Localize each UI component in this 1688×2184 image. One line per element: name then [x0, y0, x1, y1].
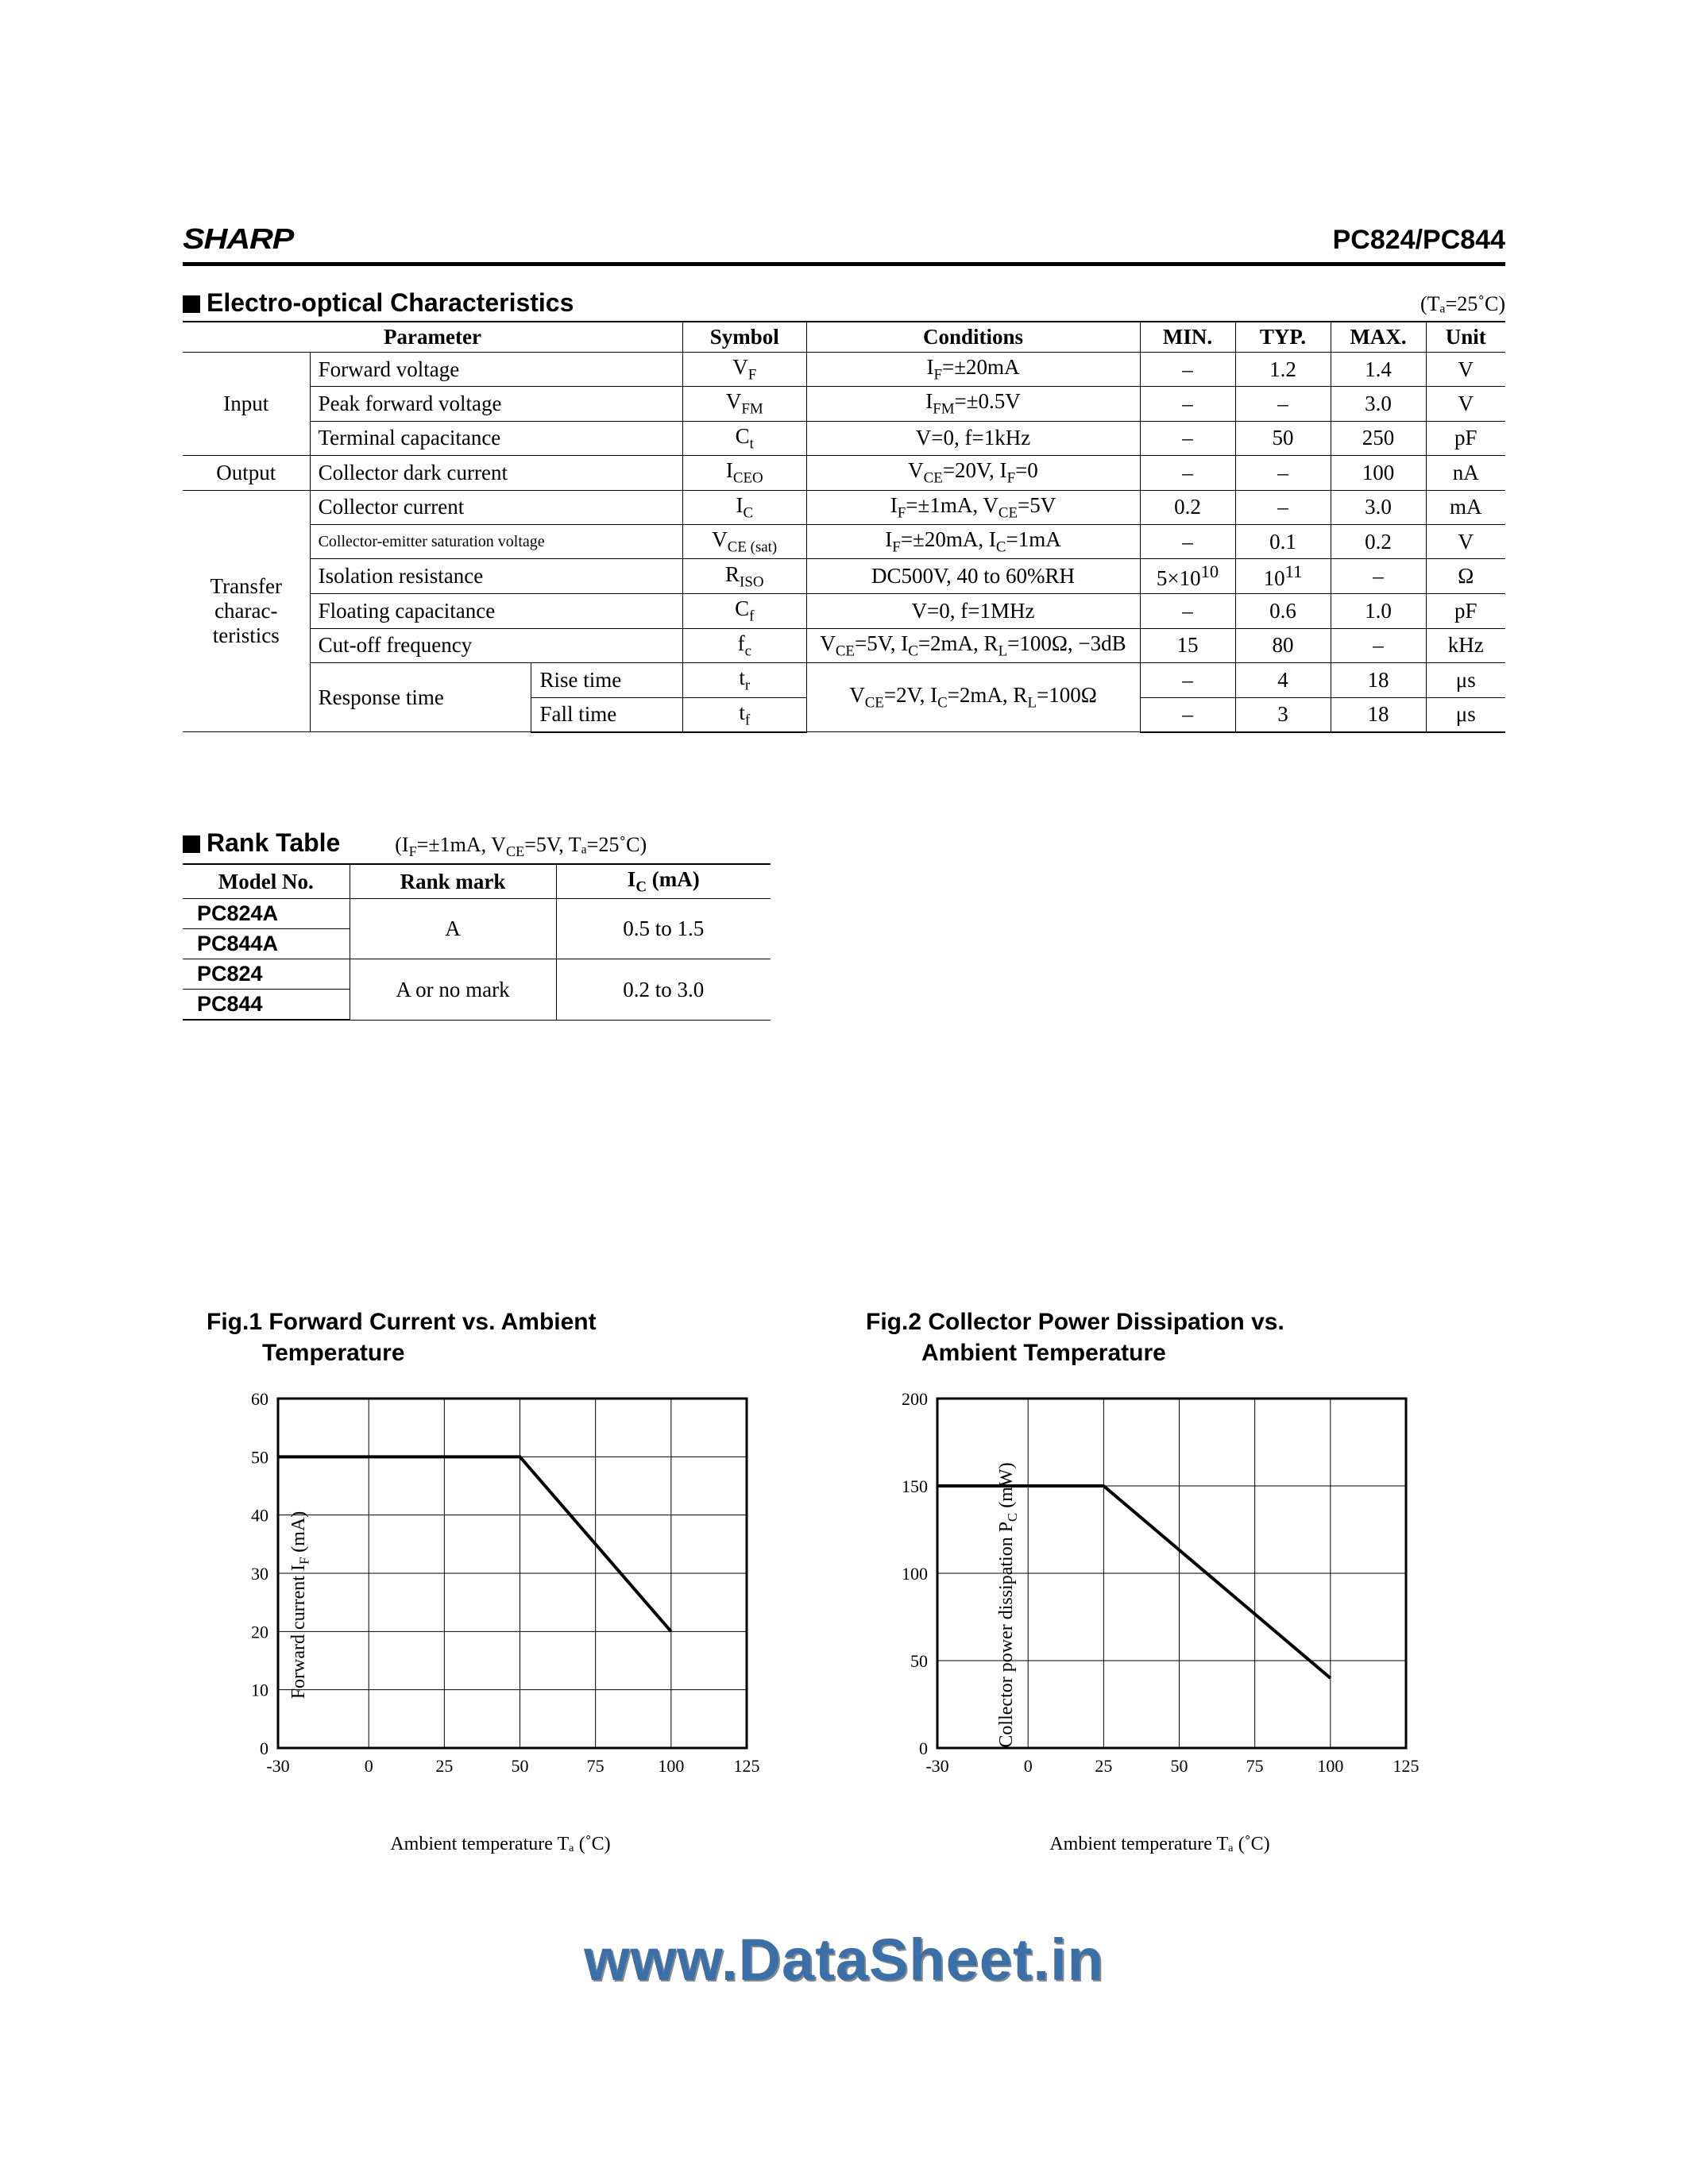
- fig2-xlabel: Ambient temperature Tₐ (˚C): [866, 1834, 1454, 1855]
- svg-text:50: 50: [910, 1651, 928, 1671]
- table-row: Cut-off frequencyfcVCE=5V, IC=2mA, RL=10…: [183, 628, 1505, 662]
- col-min: MIN.: [1140, 322, 1235, 353]
- svg-text:125: 125: [1393, 1756, 1420, 1776]
- rank-table-title: Rank Table: [207, 828, 340, 857]
- figure-2: Fig.2 Collector Power Dissipation vs. Am…: [866, 1306, 1454, 1855]
- rank-col-model: Model No.: [183, 864, 350, 899]
- part-number: PC824/PC844: [1333, 225, 1505, 256]
- svg-text:100: 100: [902, 1564, 928, 1584]
- table-row: Collector-emitter saturation voltageVCE …: [183, 524, 1505, 558]
- svg-text:100: 100: [1317, 1756, 1343, 1776]
- svg-text:100: 100: [658, 1756, 684, 1776]
- watermark: www.DataSheet.in: [0, 1926, 1688, 1993]
- col-parameter: Parameter: [183, 322, 683, 353]
- svg-text:25: 25: [435, 1756, 453, 1776]
- characteristics-title-text: Electro-optical Characteristics: [207, 288, 574, 317]
- svg-text:50: 50: [512, 1756, 529, 1776]
- brand-logo: SHARP: [183, 222, 293, 256]
- table-row: Terminal capacitanceCtV=0, f=1kHz–50250p…: [183, 421, 1505, 455]
- temp-note: (Tₐ=25˚C): [1420, 292, 1505, 316]
- table-row: Peak forward voltageVFMIFM=±0.5V––3.0V: [183, 387, 1505, 421]
- table-row: Isolation resistanceRISODC500V, 40 to 60…: [183, 559, 1505, 594]
- svg-text:-30: -30: [925, 1756, 948, 1776]
- svg-text:10: 10: [251, 1680, 268, 1700]
- fig1-title: Fig.1 Forward Current vs. Ambient Temper…: [207, 1306, 794, 1368]
- svg-text:60: 60: [251, 1389, 268, 1409]
- figures-row: Fig.1 Forward Current vs. Ambient Temper…: [207, 1306, 1505, 1855]
- table-row: OutputCollector dark currentICEOVCE=20V,…: [183, 456, 1505, 490]
- svg-text:50: 50: [251, 1448, 268, 1468]
- table-row: Response timeRise timetrVCE=2V, IC=2mA, …: [183, 663, 1505, 697]
- col-symbol: Symbol: [683, 322, 806, 353]
- table-row: Transfercharac-teristicsCollector curren…: [183, 490, 1505, 524]
- svg-text:50: 50: [1171, 1756, 1188, 1776]
- svg-text:25: 25: [1095, 1756, 1112, 1776]
- page-header: SHARP PC824/PC844: [183, 222, 1505, 266]
- fig1-xlabel: Ambient temperature Tₐ (˚C): [207, 1834, 794, 1855]
- svg-text:0: 0: [260, 1738, 268, 1758]
- figure-1: Fig.1 Forward Current vs. Ambient Temper…: [207, 1306, 794, 1855]
- fig2-ylabel: Collector power dissipation PC (mW): [996, 1463, 1021, 1748]
- rank-col-mark: Rank mark: [350, 864, 556, 899]
- svg-text:40: 40: [251, 1506, 268, 1526]
- fig1-ylabel: Forward current IF (mA): [288, 1511, 313, 1700]
- table-row: PC824A or no mark0.2 to 3.0: [183, 959, 771, 990]
- rank-table: Model No. Rank mark IC (mA) PC824AA0.5 t…: [183, 863, 771, 1021]
- table-row: PC824AA0.5 to 1.5: [183, 899, 771, 929]
- col-conditions: Conditions: [806, 322, 1140, 353]
- table-row: InputForward voltageVFIF=±20mA–1.21.4V: [183, 353, 1505, 387]
- svg-text:0: 0: [1024, 1756, 1033, 1776]
- section-title-characteristics: Electro-optical Characteristics: [183, 288, 1505, 318]
- svg-text:20: 20: [251, 1623, 268, 1642]
- fig2-chart: -300255075100125050100150200: [866, 1383, 1422, 1796]
- characteristics-table: Parameter Symbol Conditions MIN. TYP. MA…: [183, 321, 1505, 733]
- bullet-icon: [183, 835, 200, 853]
- rank-col-ic: IC (mA): [556, 864, 771, 899]
- col-max: MAX.: [1331, 322, 1426, 353]
- fig2-title: Fig.2 Collector Power Dissipation vs. Am…: [866, 1306, 1454, 1368]
- svg-text:0: 0: [365, 1756, 373, 1776]
- svg-text:75: 75: [1246, 1756, 1264, 1776]
- svg-text:75: 75: [587, 1756, 605, 1776]
- svg-text:30: 30: [251, 1564, 268, 1584]
- svg-text:-30: -30: [266, 1756, 289, 1776]
- col-unit: Unit: [1426, 322, 1505, 353]
- svg-text:0: 0: [919, 1738, 928, 1758]
- svg-text:150: 150: [902, 1476, 928, 1496]
- table-row: Floating capacitanceCfV=0, f=1MHz–0.61.0…: [183, 594, 1505, 628]
- col-typ: TYP.: [1235, 322, 1331, 353]
- rank-table-section: Rank Table (IF=±1mA, VCE=5V, Tₐ=25˚C) Mo…: [183, 828, 1505, 1021]
- svg-text:200: 200: [902, 1389, 928, 1409]
- bullet-icon: [183, 295, 200, 313]
- svg-text:125: 125: [734, 1756, 760, 1776]
- rank-table-condition: (IF=±1mA, VCE=5V, Tₐ=25˚C): [395, 833, 647, 856]
